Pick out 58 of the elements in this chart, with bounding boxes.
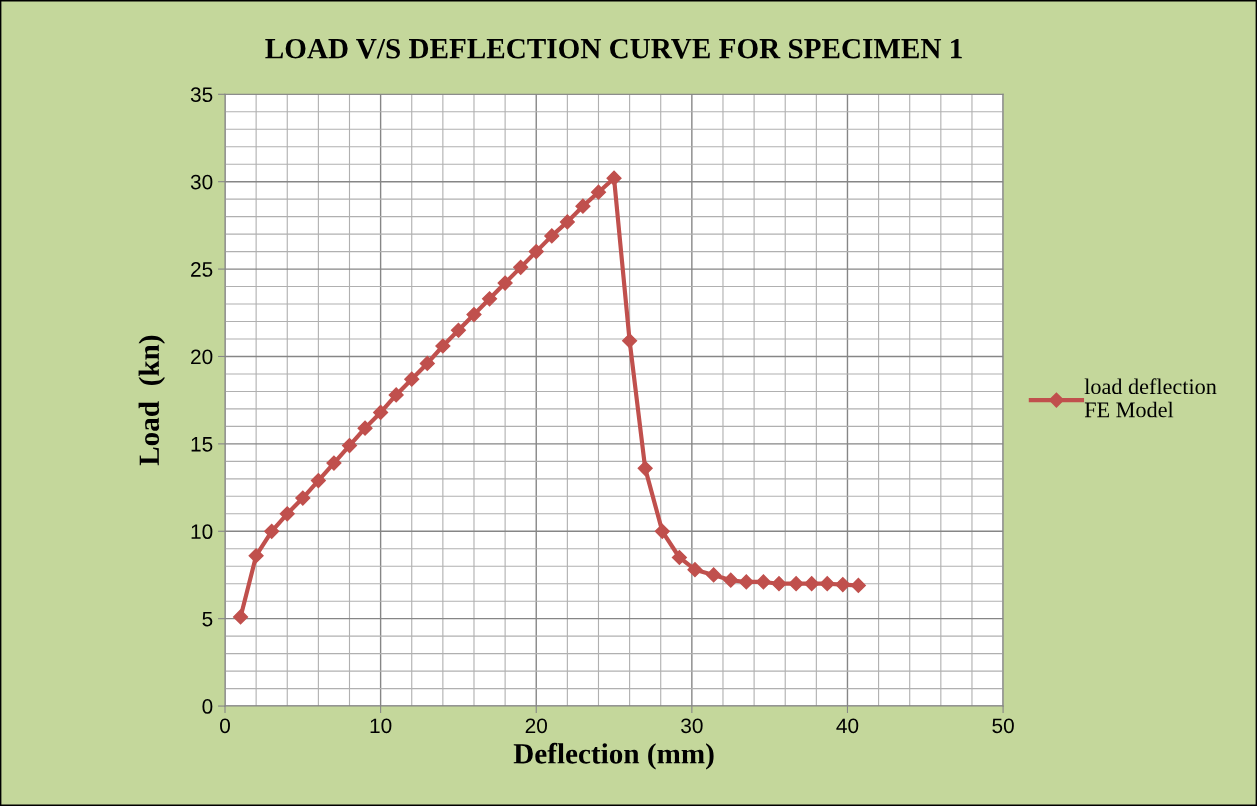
point — [248, 548, 264, 564]
y-tick-label: 15 — [191, 437, 213, 452]
point — [310, 473, 326, 489]
point — [279, 506, 295, 522]
y-axis-title: Load (kn) — [138, 335, 166, 466]
point — [419, 355, 435, 372]
y-tick-label: 25 — [191, 262, 213, 277]
point — [264, 523, 280, 539]
y-tick-label: 20 — [191, 349, 213, 365]
point — [559, 214, 575, 230]
point — [804, 576, 820, 592]
point — [326, 455, 342, 471]
point — [819, 576, 835, 592]
point — [450, 322, 466, 338]
chart-title: LOAD V/S DEFLECTION CURVE FOR SPECIMEN 1 — [265, 38, 962, 59]
y-tick-label: 10 — [191, 524, 213, 540]
point — [466, 306, 482, 323]
point — [671, 549, 687, 566]
x-tick-label: 10 — [370, 718, 392, 734]
x-tick-label: 0 — [220, 718, 230, 734]
point — [373, 404, 389, 420]
y-tick-label: 0 — [202, 699, 213, 714]
point — [404, 371, 420, 387]
legend-label: load deflection FE Model — [1084, 378, 1217, 418]
x-tick-label: 20 — [525, 718, 548, 734]
point — [341, 438, 358, 454]
point — [788, 576, 804, 592]
point — [435, 338, 451, 354]
point — [544, 228, 560, 244]
point — [622, 333, 638, 349]
point — [654, 523, 670, 539]
point — [706, 567, 722, 583]
point — [232, 609, 249, 625]
y-tick-label: 35 — [190, 87, 213, 103]
point — [687, 562, 703, 578]
point — [388, 387, 404, 403]
point — [755, 574, 772, 590]
point — [513, 259, 529, 275]
point — [771, 576, 787, 592]
point — [575, 198, 591, 214]
y-tick-label: 5 — [202, 611, 213, 627]
x-tick-label: 40 — [836, 718, 859, 734]
point — [723, 572, 739, 588]
point — [590, 184, 607, 200]
point — [295, 490, 311, 506]
point — [637, 460, 653, 476]
point — [835, 577, 851, 593]
point — [850, 577, 866, 594]
x-tick-label: 50 — [992, 718, 1014, 734]
point — [357, 420, 373, 436]
point — [528, 244, 544, 260]
point — [481, 291, 498, 307]
x-tick-label: 30 — [681, 718, 703, 734]
point — [738, 574, 754, 590]
x-axis-title: Deflection (mm) — [513, 742, 714, 770]
y-tick-label: 30 — [190, 174, 213, 190]
point — [497, 275, 513, 291]
point — [606, 170, 622, 186]
